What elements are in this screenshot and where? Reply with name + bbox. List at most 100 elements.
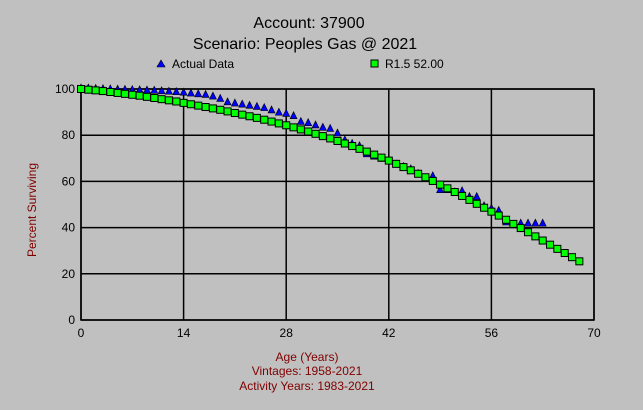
r15-curve-point xyxy=(414,169,423,178)
y-tick-label: 20 xyxy=(62,267,76,281)
legend-square-icon xyxy=(370,59,379,68)
r15-curve-point xyxy=(348,142,357,151)
r15-curve-point xyxy=(436,180,445,189)
actual-data-point xyxy=(436,184,445,193)
actual-data-point xyxy=(326,123,335,132)
y-tick-label: 80 xyxy=(62,128,76,142)
x-tick-label: 42 xyxy=(382,326,396,340)
r15-curve-point xyxy=(282,121,291,130)
chart-subtitle: Scenario: Peoples Gas @ 2021 xyxy=(193,36,417,53)
r15-curve-point xyxy=(399,163,408,172)
r15-curve-point xyxy=(230,109,239,118)
actual-data-point xyxy=(194,89,203,98)
r15-curve-point xyxy=(326,134,335,143)
actual-data-point xyxy=(245,100,254,109)
r15-curve-point xyxy=(560,249,569,258)
r15-curve-point xyxy=(575,257,584,266)
r15-curve-point xyxy=(362,147,371,156)
actual-data-point xyxy=(216,93,225,102)
r15-curve-point xyxy=(392,159,401,168)
r15-curve-point xyxy=(340,139,349,148)
r15-curve-point xyxy=(531,232,540,241)
grid xyxy=(80,88,595,321)
actual-data-point xyxy=(252,101,261,110)
actual-data-point xyxy=(186,88,195,97)
actual-data-point xyxy=(208,91,217,100)
r15-curve-point xyxy=(384,156,393,165)
data-marks xyxy=(77,83,584,266)
r15-curve-point xyxy=(538,236,547,245)
r15-curve-point xyxy=(186,100,195,109)
actual-data-point xyxy=(267,105,276,114)
r15-curve-point xyxy=(443,184,452,193)
plot-frame xyxy=(80,88,595,321)
y-tick-label: 60 xyxy=(62,174,76,188)
r15-curve-point xyxy=(164,96,173,105)
r15-curve-point xyxy=(267,117,276,126)
y-ticks: 0 20 40 60 80 100 xyxy=(55,82,75,327)
y-tick-label: 40 xyxy=(62,221,76,235)
x-tick-label: 70 xyxy=(587,326,601,340)
legend-label-actual: Actual Data xyxy=(172,57,234,71)
actual-data-point xyxy=(150,85,159,94)
x-ticks: 0 14 28 42 56 70 xyxy=(78,326,601,340)
r15-curve-point xyxy=(568,253,577,262)
r15-curve-point xyxy=(406,166,415,175)
x-tick-label: 56 xyxy=(485,326,499,340)
r15-curve-point xyxy=(304,127,313,136)
actual-data-point xyxy=(524,218,533,227)
r15-curve-point xyxy=(135,91,144,100)
r15-curve-point xyxy=(524,228,533,237)
r15-curve-point xyxy=(553,244,562,253)
actual-data-point xyxy=(531,218,540,227)
r15-curve-point xyxy=(98,87,107,96)
x-tick-label: 0 xyxy=(78,326,85,340)
r15-curve-point xyxy=(106,88,115,97)
r15-curve-point xyxy=(311,129,320,138)
r15-curve-point xyxy=(289,123,298,132)
r15-curve-point xyxy=(208,104,217,113)
r15-curve-point xyxy=(113,88,122,97)
x-axis-label: Age (Years) xyxy=(276,350,339,364)
r15-curve-point xyxy=(142,92,151,101)
actual-data-point xyxy=(172,87,181,95)
x-tick-label: 14 xyxy=(177,326,191,340)
r15-curve-point xyxy=(487,207,496,216)
actual-data-point xyxy=(318,122,327,131)
r15-curve-point xyxy=(502,215,511,224)
r15-curve-point xyxy=(274,119,283,128)
actual-data-point xyxy=(201,89,210,98)
actual-data-point xyxy=(179,87,188,96)
actual-data-point xyxy=(223,97,232,106)
r15-curve-point xyxy=(318,132,327,141)
x-tick-label: 28 xyxy=(280,326,294,340)
r15-curve-point xyxy=(296,125,305,134)
r15-curve-point xyxy=(494,211,503,220)
r15-curve-point xyxy=(201,103,210,112)
r15-curve-point xyxy=(472,199,481,208)
r15-curve-point xyxy=(333,136,342,145)
r15-curve-point xyxy=(370,150,379,159)
actual-data-point xyxy=(538,218,547,227)
r15-curve-point xyxy=(428,176,437,185)
r15-curve-point xyxy=(223,107,232,116)
r15-curve-point xyxy=(465,195,474,204)
r15-curve-point xyxy=(179,98,188,107)
y-axis-label: Percent Surviving xyxy=(25,163,39,257)
actual-data-point xyxy=(164,86,173,95)
r15-curve-point xyxy=(252,113,261,122)
r15-curve-point xyxy=(546,240,555,249)
actual-data-point xyxy=(311,120,320,129)
actual-data-point xyxy=(157,86,166,95)
y-tick-label: 0 xyxy=(68,313,75,327)
legend-label-r15: R1.5 52.00 xyxy=(385,57,444,71)
actual-data-point xyxy=(238,99,247,108)
r15-curve-point xyxy=(260,115,269,124)
footer-activity-years: Activity Years: 1983-2021 xyxy=(239,379,375,393)
actual-data-point xyxy=(274,107,283,116)
r15-curve-point xyxy=(245,112,254,121)
r15-curve-point xyxy=(128,90,137,99)
actual-data-point xyxy=(472,191,481,200)
r15-curve-point xyxy=(238,110,247,119)
